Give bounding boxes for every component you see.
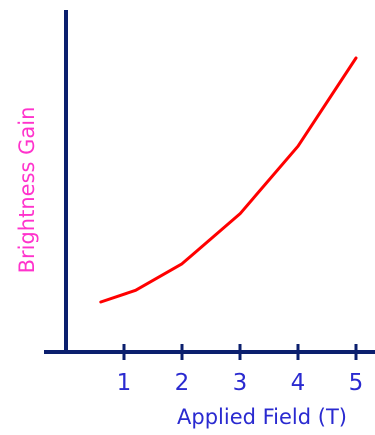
x-tick-label: 2 [175,370,190,396]
series-group [99,56,358,304]
series-line [99,56,358,304]
axes [44,10,375,354]
x-axis-title: Applied Field (T) [177,405,347,429]
x-tick-label: 4 [291,370,306,396]
y-axis-title: Brightness Gain [15,107,39,274]
x-tick-label: 1 [117,370,132,396]
x-tick-label: 5 [349,370,364,396]
x-axis-ticks: 1 2 3 4 5 [117,344,364,396]
x-tick-label: 3 [233,370,248,396]
